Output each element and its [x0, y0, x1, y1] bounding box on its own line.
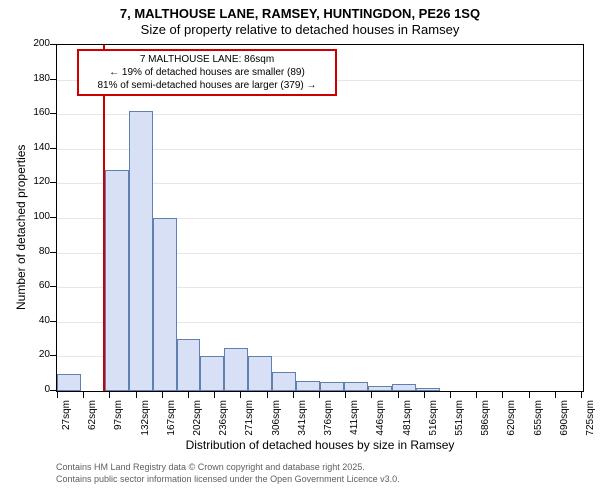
x-tick — [240, 392, 241, 398]
x-tick — [581, 392, 582, 398]
y-tick-label: 40 — [4, 315, 50, 326]
footer-copyright-1: Contains HM Land Registry data © Crown c… — [56, 462, 365, 472]
x-tick — [293, 392, 294, 398]
y-tick-label: 80 — [4, 246, 50, 257]
y-tick-label: 140 — [4, 142, 50, 153]
x-tick — [162, 392, 163, 398]
x-tick — [188, 392, 189, 398]
x-tick-label: 725sqm — [585, 400, 596, 450]
histogram-bar — [129, 111, 153, 391]
histogram-bar — [105, 170, 129, 391]
histogram-bar — [272, 372, 296, 391]
x-tick — [371, 392, 372, 398]
histogram-bar — [224, 348, 248, 391]
histogram-bar — [248, 356, 272, 391]
histogram-bar — [57, 374, 81, 391]
x-tick — [555, 392, 556, 398]
histogram-bar — [416, 388, 440, 391]
annotation-callout: 7 MALTHOUSE LANE: 86sqm ← 19% of detache… — [77, 49, 337, 96]
x-tick — [109, 392, 110, 398]
histogram-bar — [200, 356, 224, 391]
annotation-line3: 81% of semi-detached houses are larger (… — [83, 79, 331, 92]
chart-plot-area: 7 MALTHOUSE LANE: 86sqm ← 19% of detache… — [56, 44, 584, 392]
x-tick — [502, 392, 503, 398]
x-axis-label: Distribution of detached houses by size … — [56, 438, 584, 452]
x-tick — [214, 392, 215, 398]
y-tick-label: 60 — [4, 280, 50, 291]
x-tick — [476, 392, 477, 398]
reference-marker-line — [103, 45, 105, 391]
y-tick-label: 0 — [4, 384, 50, 395]
x-tick — [345, 392, 346, 398]
histogram-bar — [296, 381, 320, 391]
x-tick — [136, 392, 137, 398]
x-tick — [450, 392, 451, 398]
y-tick-label: 120 — [4, 176, 50, 187]
histogram-bar — [153, 218, 177, 391]
x-tick — [267, 392, 268, 398]
histogram-bar — [177, 339, 201, 391]
y-tick-label: 100 — [4, 211, 50, 222]
x-tick — [398, 392, 399, 398]
x-tick — [57, 392, 58, 398]
footer-copyright-2: Contains public sector information licen… — [56, 474, 400, 484]
histogram-bar — [320, 382, 344, 391]
x-tick — [529, 392, 530, 398]
title-line1: 7, MALTHOUSE LANE, RAMSEY, HUNTINGDON, P… — [0, 0, 600, 21]
y-tick-label: 180 — [4, 73, 50, 84]
histogram-bar — [392, 384, 416, 391]
y-tick-label: 20 — [4, 349, 50, 360]
annotation-line1: 7 MALTHOUSE LANE: 86sqm — [83, 53, 331, 66]
title-line2: Size of property relative to detached ho… — [0, 21, 600, 37]
y-tick-label: 160 — [4, 107, 50, 118]
annotation-line2: ← 19% of detached houses are smaller (89… — [83, 66, 331, 79]
x-tick — [424, 392, 425, 398]
x-tick — [83, 392, 84, 398]
histogram-bar — [344, 382, 368, 391]
histogram-bar — [368, 386, 392, 391]
x-tick — [319, 392, 320, 398]
y-tick-label: 200 — [4, 38, 50, 49]
